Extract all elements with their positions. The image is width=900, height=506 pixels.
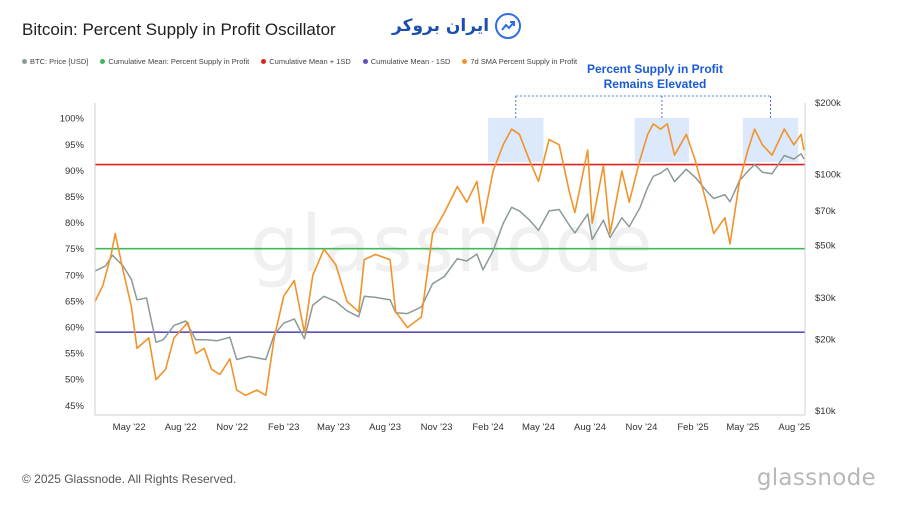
legend-dot-icon — [362, 59, 368, 64]
sma-supply-series-line — [94, 123, 805, 397]
legend-dot-icon — [22, 59, 27, 64]
y-left-tick-label: 90% — [65, 166, 85, 177]
y-left-tick-label: 80% — [65, 218, 85, 229]
annotation-line-2: Remains Elevated — [603, 77, 707, 91]
x-tick-label: Aug '24 — [574, 422, 606, 433]
legend-label: Cumulative Mean + 1SD — [269, 57, 351, 66]
legend-dot-icon — [261, 59, 267, 64]
trend-arrow-icon — [495, 13, 522, 39]
legend-label: Cumulative Mean - 1SD — [370, 57, 451, 66]
y-left-tick-label: 65% — [65, 296, 85, 307]
y-right-tick-label: $10k — [815, 406, 836, 417]
y-left-tick-label: 45% — [65, 401, 85, 412]
brand-logo-text: ایران بروکر — [392, 16, 490, 36]
y-left-tick-label: 60% — [65, 322, 85, 333]
x-tick-label: May '22 — [113, 422, 146, 433]
legend-item-sma[interactable]: 7d SMA Percent Supply in Profit — [462, 57, 577, 66]
legend-dot-icon — [462, 59, 468, 64]
legend-dot-icon — [100, 59, 106, 64]
y-left-tick-label: 55% — [65, 349, 85, 360]
x-tick-label: May '23 — [317, 422, 350, 433]
x-tick-label: Nov '24 — [626, 422, 658, 433]
footer-copyright: © 2025 Glassnode. All Rights Reserved. — [22, 472, 237, 486]
legend-item-mean-plus[interactable]: Cumulative Mean + 1SD — [261, 57, 351, 66]
legend-label: Cumulative Mean: Percent Supply in Profi… — [108, 57, 250, 66]
legend-label: BTC: Price [USD] — [30, 57, 89, 66]
legend-item-mean[interactable]: Cumulative Mean: Percent Supply in Profi… — [100, 57, 249, 66]
x-tick-label: Feb '25 — [677, 422, 708, 433]
y-left-tick-label: 85% — [65, 192, 85, 203]
x-tick-label: Feb '23 — [268, 422, 299, 433]
brand-logo: ایران بروکر — [392, 13, 522, 39]
y-left-tick-label: 50% — [65, 375, 85, 386]
btc-price-series-line — [94, 153, 805, 361]
legend-item-price[interactable]: BTC: Price [USD] — [22, 57, 88, 66]
y-right-tick-label: $200k — [815, 98, 841, 109]
x-tick-label: Nov '23 — [421, 422, 453, 433]
y-right-tick-label: $100k — [815, 169, 841, 180]
x-tick-label: Aug '22 — [165, 422, 197, 433]
chart-legend: BTC: Price [USD] Cumulative Mean: Percen… — [22, 57, 577, 66]
footer-brand-logo: glassnode — [756, 465, 876, 491]
y-right-tick-label: $50k — [815, 241, 836, 252]
annotation-line-1: Percent Supply in Profit — [586, 62, 724, 76]
y-right-tick-label: $70k — [815, 206, 836, 217]
x-tick-label: May '25 — [726, 422, 759, 433]
y-right-tick-label: $20k — [815, 335, 836, 346]
highlight-box — [488, 118, 544, 162]
x-tick-label: Nov '22 — [216, 422, 248, 433]
y-left-tick-label: 70% — [65, 270, 85, 281]
y-left-tick-label: 100% — [60, 114, 85, 125]
x-tick-label: Aug '23 — [369, 422, 401, 433]
page-title: Bitcoin: Percent Supply in Profit Oscill… — [22, 20, 336, 39]
x-tick-label: May '24 — [522, 422, 555, 433]
y-left-tick-label: 95% — [65, 140, 85, 151]
legend-label: 7d SMA Percent Supply in Profit — [470, 57, 578, 66]
legend-item-mean-minus[interactable]: Cumulative Mean - 1SD — [362, 57, 451, 66]
x-tick-label: Aug '25 — [778, 422, 810, 433]
highlight-box — [634, 118, 690, 162]
y-right-tick-label: $30k — [815, 293, 836, 304]
y-left-tick-label: 75% — [65, 244, 85, 255]
chart-annotation: Percent Supply in Profit Remains Elevate… — [574, 62, 736, 92]
x-tick-label: Feb '24 — [472, 422, 503, 433]
